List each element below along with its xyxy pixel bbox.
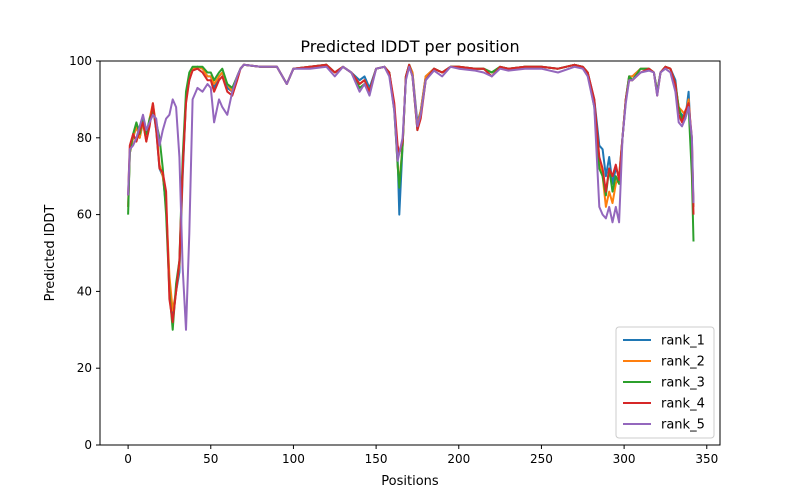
y-tick-label: 0	[84, 438, 92, 452]
x-axis-ticks: 0 50 100 150 200 250 300 350	[124, 445, 718, 466]
y-tick-label: 100	[69, 54, 92, 68]
legend-label-rank_4: rank_4	[661, 397, 705, 412]
series-lines	[127, 63, 695, 331]
legend: rank_1 rank_2 rank_3 rank_4 rank_5	[615, 326, 715, 439]
x-tick-label: 150	[365, 452, 388, 466]
x-tick-label: 350	[695, 452, 718, 466]
series-line-rank_5	[127, 63, 695, 331]
legend-label-rank_3: rank_3	[661, 376, 705, 391]
y-axis-label: Predicted lDDT	[43, 205, 58, 302]
y-tick-label: 80	[77, 131, 92, 145]
x-tick-label: 300	[613, 452, 636, 466]
x-tick-label: 200	[447, 452, 470, 466]
legend-label-rank_5: rank_5	[661, 418, 705, 433]
x-tick-label: 250	[530, 452, 553, 466]
y-tick-label: 40	[77, 284, 92, 298]
x-tick-label: 100	[282, 452, 305, 466]
legend-label-rank_1: rank_1	[661, 334, 705, 349]
plot-frame	[99, 60, 721, 446]
x-tick-label: 50	[203, 452, 218, 466]
y-axis-ticks: 0 20 40 60 80 100	[69, 54, 100, 452]
x-tick-label: 0	[124, 452, 132, 466]
y-tick-label: 60	[77, 208, 92, 222]
y-tick-label: 20	[77, 361, 92, 375]
legend-label-rank_2: rank_2	[661, 355, 705, 370]
legend-box	[615, 326, 715, 439]
x-axis-label: Positions	[381, 474, 439, 489]
chart-title: Predicted lDDT per position	[300, 37, 519, 56]
